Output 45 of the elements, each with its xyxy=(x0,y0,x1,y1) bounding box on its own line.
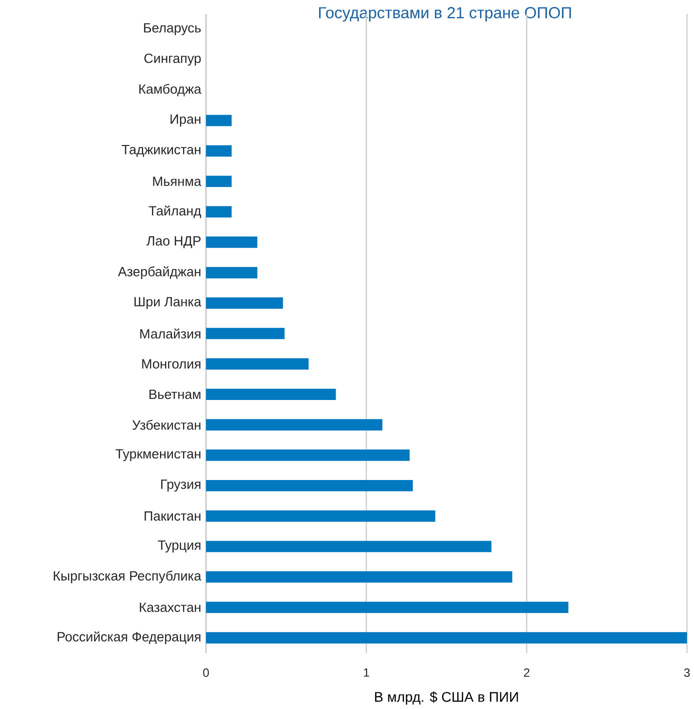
x-tick-label: 3 xyxy=(684,668,690,677)
chart-title: Государствами в 21 стране ОПОП xyxy=(319,7,571,22)
y-tick-label: Казахстан xyxy=(140,602,200,612)
y-tick-label: Монголия xyxy=(142,359,200,369)
y-tick-label: Туркменистан xyxy=(116,449,200,462)
y-tick-label: Беларусь xyxy=(144,23,201,36)
bar xyxy=(206,450,410,461)
y-tick-label: Пакистан xyxy=(144,511,200,521)
y-tick-label: Камбоджа xyxy=(139,84,202,96)
bar xyxy=(206,510,436,522)
bar xyxy=(206,632,687,644)
y-tick-label: Тайланд xyxy=(148,205,202,218)
bar xyxy=(206,388,336,400)
bar xyxy=(206,328,285,340)
y-tick-label: Азербайджан xyxy=(118,266,200,279)
bar xyxy=(206,571,512,583)
x-tick-label: 2 xyxy=(524,668,530,677)
bar xyxy=(206,266,258,278)
y-tick-label: Узбекистан xyxy=(132,420,200,430)
x-tick-label: 0 xyxy=(203,668,209,677)
bar xyxy=(206,602,568,614)
y-tick-label: Таджикистан xyxy=(122,145,200,157)
y-tick-label: Вьетнам xyxy=(150,390,200,400)
y-tick-label: Сингапур xyxy=(144,54,201,66)
y-tick-label: Грузия xyxy=(161,480,200,492)
x-axis-title: В млрд. $ США в ПИИ xyxy=(375,691,518,705)
y-tick-label: Иран xyxy=(170,114,200,126)
bar xyxy=(206,236,258,248)
y-tick-label: Шри Ланка xyxy=(134,297,202,310)
bar xyxy=(206,480,413,492)
bar xyxy=(206,297,283,309)
y-tick-label: Кыргызская Республика xyxy=(54,570,202,584)
bar xyxy=(206,114,232,126)
y-tick-label: Лао НДР xyxy=(146,236,201,248)
y-tick-label: Мьянма xyxy=(153,176,202,186)
bar xyxy=(206,206,232,218)
y-tick-label: Турция xyxy=(158,540,200,552)
bar xyxy=(206,176,232,188)
bar xyxy=(206,419,382,430)
bar xyxy=(206,540,492,552)
bar xyxy=(206,145,232,157)
y-tick-label: Российская Федерация xyxy=(58,631,200,644)
bar xyxy=(206,358,309,370)
x-tick-label: 1 xyxy=(364,668,370,677)
y-tick-label: Малайзия xyxy=(140,328,200,339)
